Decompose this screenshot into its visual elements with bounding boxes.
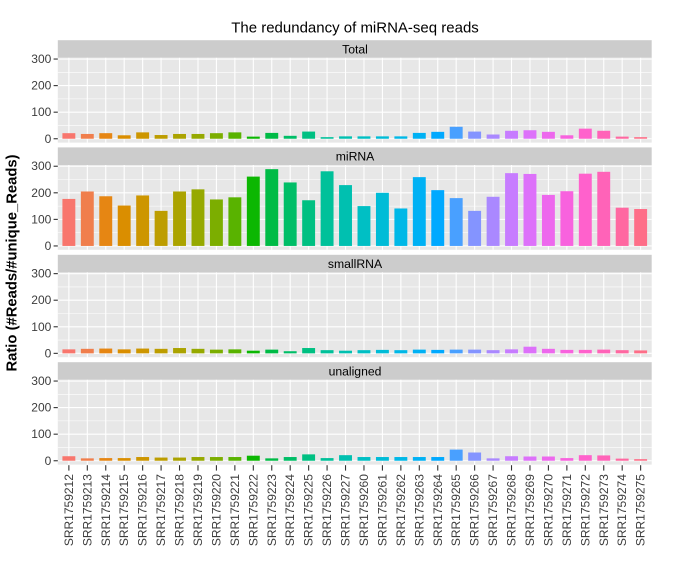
svg-text:SRR1759217: SRR1759217 [154,474,168,546]
svg-text:SRR1759265: SRR1759265 [449,474,463,546]
svg-text:SRR1759216: SRR1759216 [136,474,150,546]
svg-text:SRR1759264: SRR1759264 [431,474,445,546]
svg-text:SRR1759224: SRR1759224 [283,474,297,546]
svg-text:300: 300 [31,374,51,388]
svg-text:300: 300 [31,159,51,173]
svg-text:0: 0 [45,239,52,253]
svg-text:SRR1759268: SRR1759268 [505,474,519,546]
svg-text:100: 100 [31,212,51,226]
svg-text:SRR1759269: SRR1759269 [523,474,537,546]
svg-text:SRR1759271: SRR1759271 [560,474,574,546]
svg-text:0: 0 [45,132,52,146]
svg-text:0: 0 [45,454,52,468]
svg-text:100: 100 [31,427,51,441]
svg-text:SRR1759270: SRR1759270 [541,474,555,546]
svg-text:SRR1759227: SRR1759227 [339,474,353,546]
svg-text:unaligned: unaligned [329,364,382,378]
svg-text:SRR1759272: SRR1759272 [578,474,592,546]
svg-text:Ratio (#Reads/#unique_Reads): Ratio (#Reads/#unique_Reads) [5,154,21,371]
svg-text:200: 200 [31,79,51,93]
svg-text:SRR1759225: SRR1759225 [302,474,316,546]
svg-text:SRR1759221: SRR1759221 [228,474,242,546]
svg-text:SRR1759219: SRR1759219 [191,474,205,546]
svg-text:smallRNA: smallRNA [328,257,383,271]
svg-text:SRR1759215: SRR1759215 [117,474,131,546]
svg-text:SRR1759262: SRR1759262 [394,474,408,546]
svg-text:SRR1759214: SRR1759214 [99,474,113,546]
svg-text:200: 200 [31,293,51,307]
svg-text:200: 200 [31,401,51,415]
svg-text:100: 100 [31,105,51,119]
svg-text:SRR1759213: SRR1759213 [80,474,94,546]
svg-text:SRR1759267: SRR1759267 [486,474,500,546]
svg-text:SRR1759223: SRR1759223 [265,474,279,546]
svg-text:SRR1759273: SRR1759273 [597,474,611,546]
svg-text:SRR1759274: SRR1759274 [615,474,629,546]
svg-text:SRR1759266: SRR1759266 [468,474,482,546]
svg-text:SRR1759263: SRR1759263 [412,474,426,546]
svg-text:miRNA: miRNA [336,150,375,164]
svg-text:Total: Total [342,42,368,56]
svg-text:SRR1759226: SRR1759226 [320,474,334,546]
svg-text:SRR1759261: SRR1759261 [375,474,389,546]
svg-text:0: 0 [45,346,52,360]
svg-text:300: 300 [31,267,51,281]
svg-text:SRR1759220: SRR1759220 [209,474,223,546]
svg-text:SRR1759212: SRR1759212 [62,474,76,546]
svg-text:SRR1759275: SRR1759275 [634,474,648,546]
svg-text:The redundancy of miRNA-seq re: The redundancy of miRNA-seq reads [231,20,479,37]
svg-text:300: 300 [31,52,51,66]
svg-text:SRR1759260: SRR1759260 [357,474,371,546]
svg-text:SRR1759218: SRR1759218 [173,474,187,546]
svg-text:200: 200 [31,186,51,200]
svg-text:100: 100 [31,320,51,334]
svg-text:SRR1759222: SRR1759222 [246,474,260,546]
